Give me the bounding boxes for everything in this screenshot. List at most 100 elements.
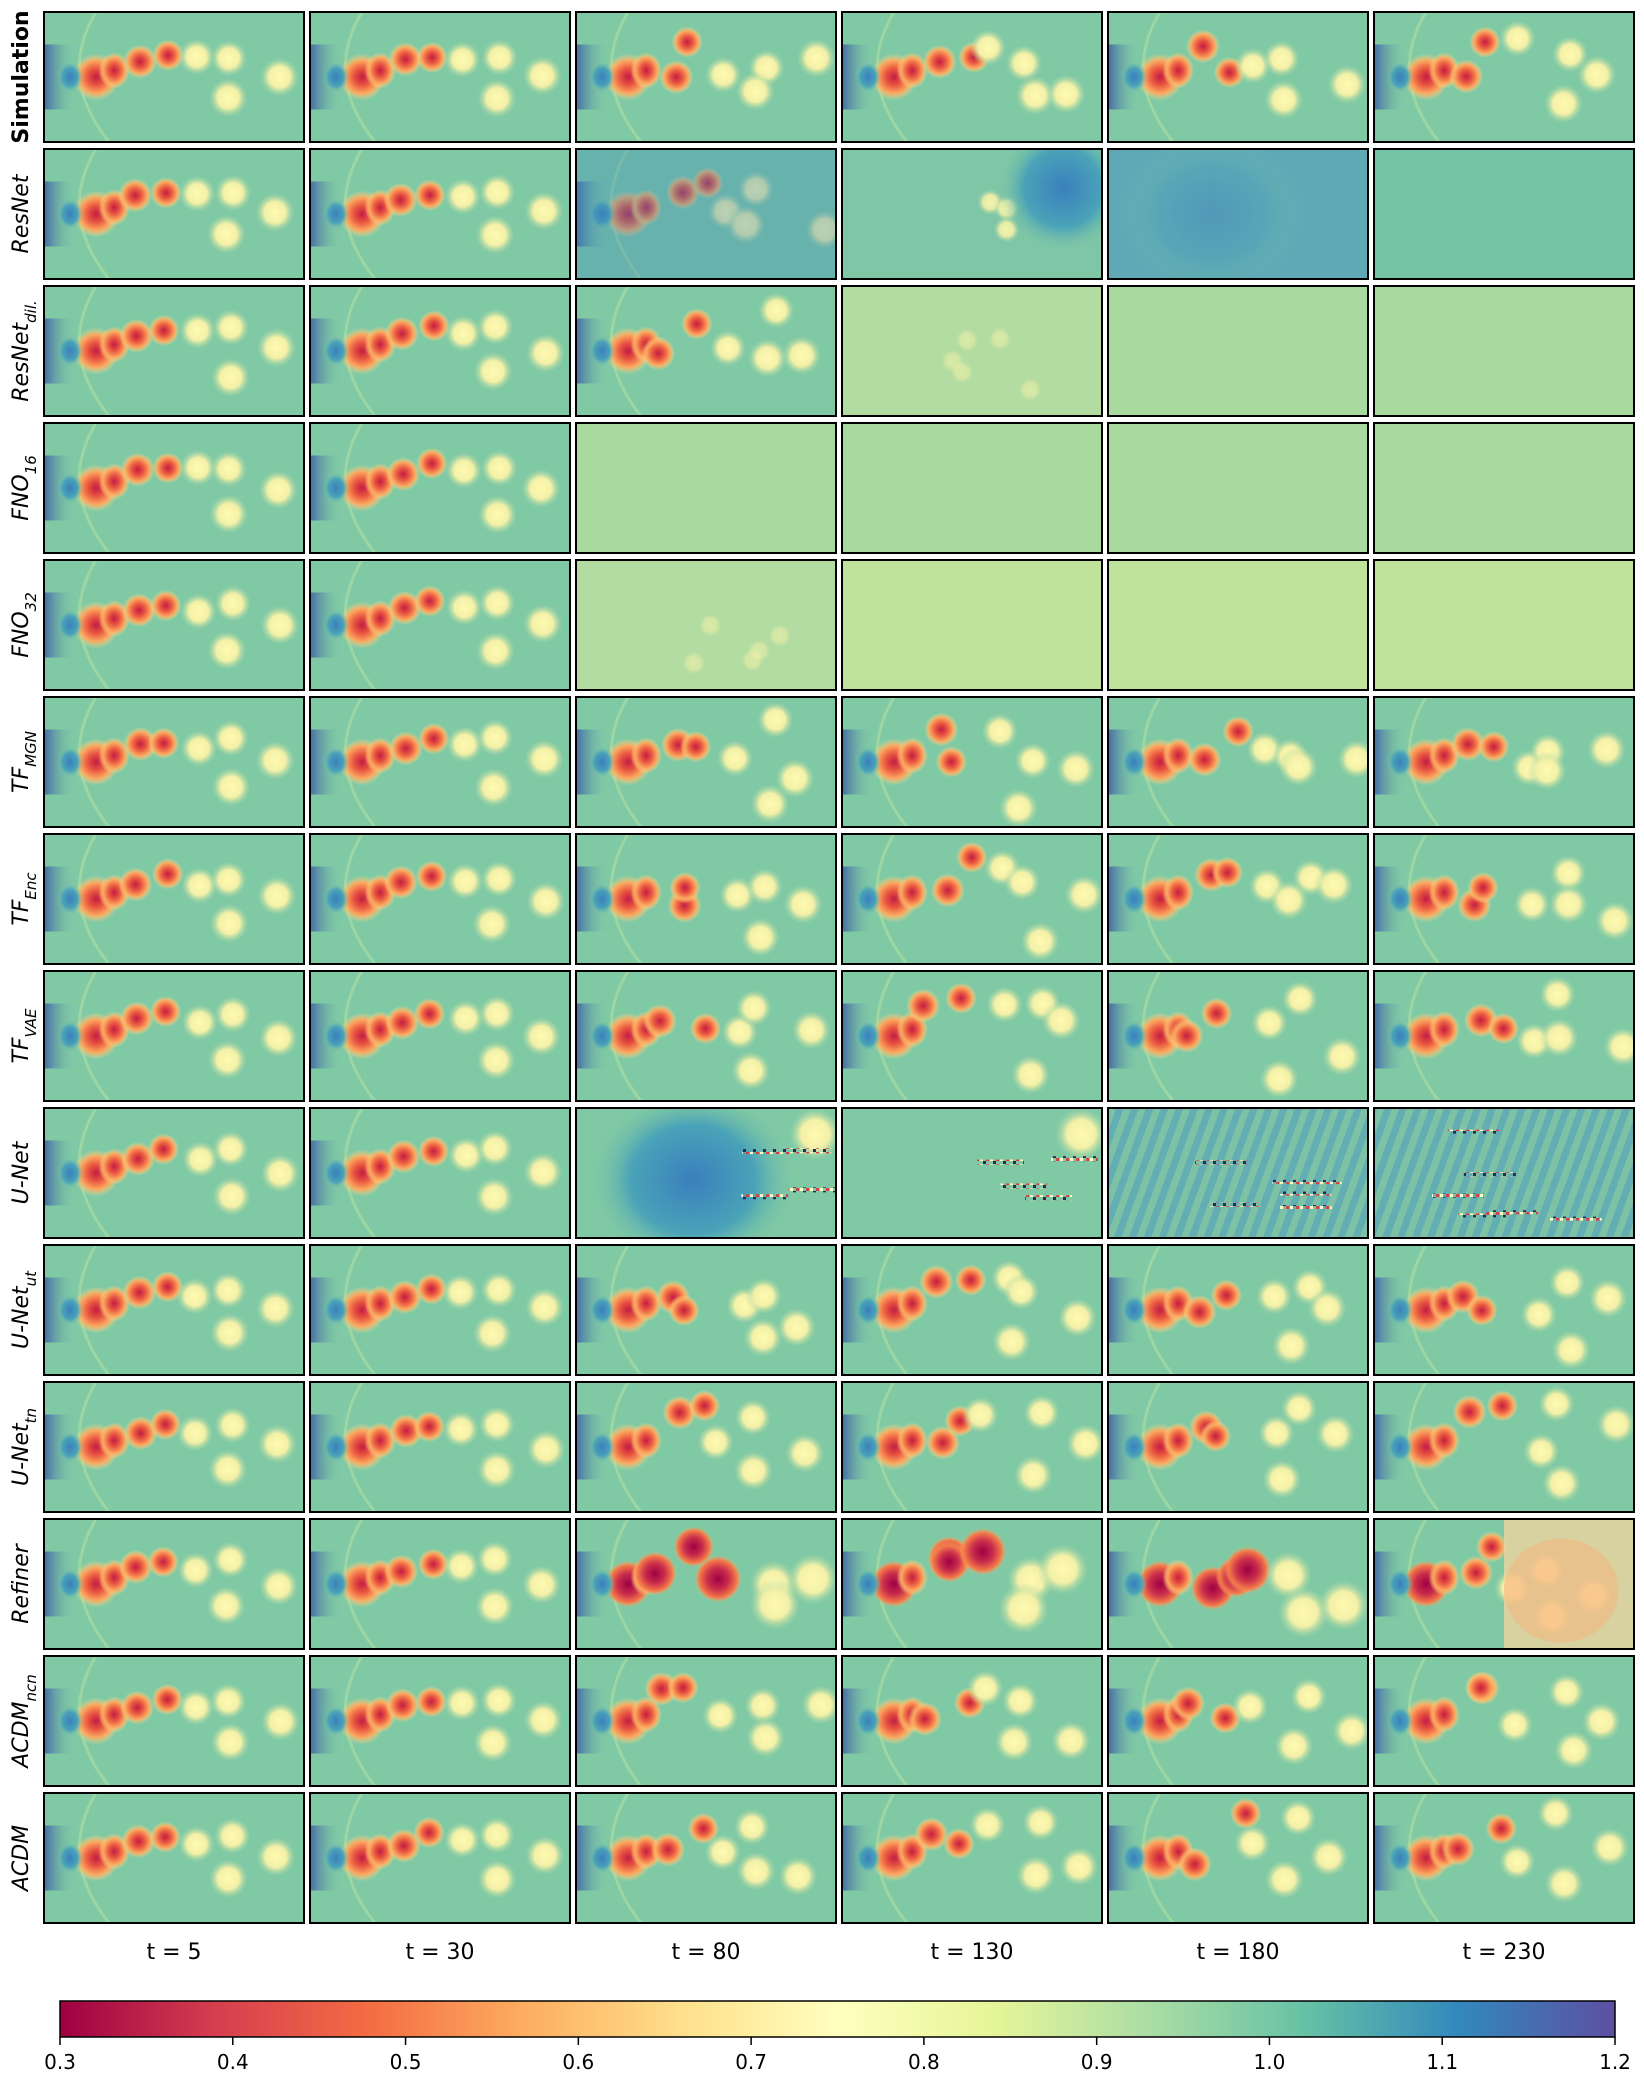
row-label: TFEnc: [9, 872, 40, 926]
snapshot-panel: [43, 422, 305, 554]
colorbar-ticks: 0.3 0.4 0.5 0.6 0.7 0.8 0.9 1.0 1.1 1.2: [44, 2037, 1631, 2074]
row-label: TFVAE: [9, 1008, 40, 1064]
snapshot-panel: [841, 148, 1103, 280]
snapshot-panel: [1107, 1107, 1369, 1239]
snapshot-panel: [1373, 696, 1635, 828]
snapshot-panel: [43, 833, 305, 965]
colorbar-tick-label: 1.1: [1426, 2050, 1458, 2074]
snapshot-panel: [575, 11, 837, 143]
snapshot-panel: [1107, 696, 1369, 828]
snapshot-panel: [841, 970, 1103, 1102]
column-label: t = 130: [930, 1940, 1013, 1965]
snapshot-panel: [43, 1107, 305, 1239]
column-labels: t = 5 t = 30 t = 80 t = 130 t = 180 t = 230: [146, 1940, 1545, 1965]
colorbar-tick-label: 0.6: [562, 2050, 594, 2074]
snapshot-panel: [575, 148, 837, 280]
row-label: FNO32: [9, 592, 40, 658]
column-label: t = 30: [405, 1940, 474, 1965]
snapshot-panel: [1107, 970, 1369, 1102]
colorbar-tick-label: 0.5: [390, 2050, 422, 2074]
snapshot-panel: [1107, 11, 1369, 143]
snapshot-panel: [309, 1655, 571, 1787]
snapshot-panel: [1107, 1655, 1369, 1787]
snapshot-panel: [1107, 148, 1369, 280]
snapshot-panel: [309, 285, 571, 417]
snapshot-panel: [309, 11, 571, 143]
snapshot-panel: [1107, 285, 1369, 417]
row-label: U-Netut: [9, 1270, 40, 1349]
snapshot-panel: [575, 1792, 837, 1924]
snapshot-panel: [309, 833, 571, 965]
snapshot-panel: [1373, 1381, 1635, 1513]
snapshot-panel: [1373, 1518, 1635, 1650]
snapshot-panel: [1373, 148, 1635, 280]
snapshot-panel: [43, 1244, 305, 1376]
row-label: ResNet: [9, 173, 34, 253]
snapshot-panel: [1107, 559, 1369, 691]
snapshot-panel: [309, 422, 571, 554]
row-label: U-Nettn: [9, 1408, 40, 1486]
colorbar-gradient: [59, 2000, 1616, 2038]
snapshot-panel: [43, 970, 305, 1102]
snapshot-panel: [841, 11, 1103, 143]
snapshot-panel: [43, 1655, 305, 1787]
snapshot-panel: [575, 285, 837, 417]
snapshot-panel: [1373, 833, 1635, 965]
colorbar-tick-label: 0.4: [217, 2050, 249, 2074]
snapshot-panel: [43, 285, 305, 417]
colorbar-tick-label: 0.7: [735, 2050, 767, 2074]
snapshot-panel: [1373, 559, 1635, 691]
snapshot-panel: [43, 1792, 305, 1924]
snapshot-panel: [841, 559, 1103, 691]
snapshot-panel: [1107, 1244, 1369, 1376]
snapshot-panel: [841, 1381, 1103, 1513]
snapshot-panel: [841, 1518, 1103, 1650]
row-label: Refiner: [9, 1542, 34, 1624]
snapshot-panel: [43, 559, 305, 691]
column-label: t = 80: [671, 1940, 740, 1965]
snapshot-panel: [1373, 422, 1635, 554]
snapshot-panel: [575, 559, 837, 691]
snapshot-panel: [1107, 833, 1369, 965]
snapshot-panel: [1373, 970, 1635, 1102]
snapshot-panel: [43, 11, 305, 143]
snapshot-panel: [1373, 1107, 1635, 1239]
colorbar: 0.3 0.4 0.5 0.6 0.7 0.8 0.9 1.0 1.1 1.2: [44, 2000, 1631, 2074]
snapshot-panel: [1373, 11, 1635, 143]
snapshot-panel: [309, 1518, 571, 1650]
snapshot-panel: [1373, 1792, 1635, 1924]
snapshot-panel: [1373, 1244, 1635, 1376]
row-label: TFMGN: [9, 731, 40, 793]
row-label: U-Net: [9, 1140, 34, 1204]
snapshot-panel: [43, 1518, 305, 1650]
snapshot-panel: [841, 1655, 1103, 1787]
snapshot-panel: [575, 1655, 837, 1787]
colorbar-tick-label: 0.8: [908, 2050, 940, 2074]
snapshot-panel: [575, 1381, 837, 1513]
row-labels: Simulation ResNet ResNetdil. FNO16 FNO32 TFMG…: [9, 10, 40, 1893]
snapshot-panel: [1373, 285, 1635, 417]
snapshot-panel: [841, 1244, 1103, 1376]
snapshot-panel: [309, 1107, 571, 1239]
row-label: ACDM: [9, 1825, 34, 1893]
row-label: ResNetdil.: [9, 300, 40, 402]
snapshot-panel: [575, 1107, 837, 1239]
column-label: t = 5: [146, 1940, 201, 1965]
snapshot-panel: [309, 1792, 571, 1924]
snapshot-panel: [575, 970, 837, 1102]
snapshot-panel: [575, 1244, 837, 1376]
snapshot-panel: [309, 559, 571, 691]
colorbar-tick-label: 1.2: [1599, 2050, 1631, 2074]
snapshot-panel: [841, 1792, 1103, 1924]
snapshot-panel: [575, 696, 837, 828]
snapshot-panel: [841, 422, 1103, 554]
snapshot-panel: [1107, 1381, 1369, 1513]
snapshot-panel: [1107, 1518, 1369, 1650]
snapshot-panel: [309, 1381, 571, 1513]
colorbar-tick-label: 1.0: [1254, 2050, 1286, 2074]
snapshot-panel: [1373, 1655, 1635, 1787]
snapshot-panel: [43, 1381, 305, 1513]
snapshot-panel: [575, 833, 837, 965]
column-label: t = 180: [1196, 1940, 1279, 1965]
